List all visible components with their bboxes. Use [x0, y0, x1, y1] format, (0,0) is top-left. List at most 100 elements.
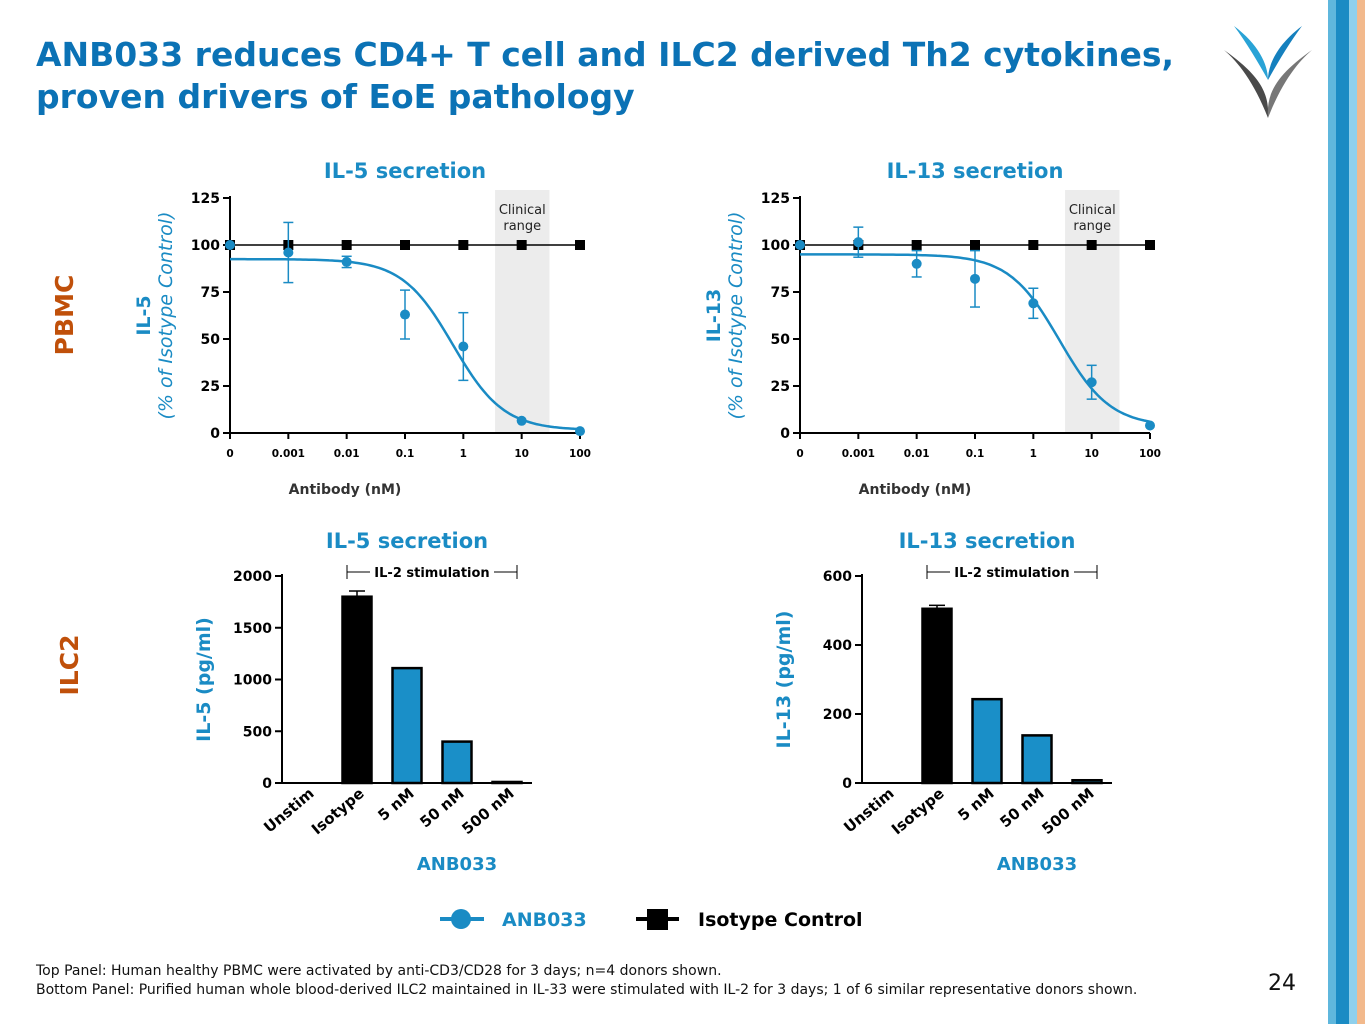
- chart2-bar-3: [441, 740, 473, 785]
- chart1-x-axis-label: Antibody (nM): [859, 482, 972, 498]
- chart0-clinical-range-band: [495, 190, 550, 433]
- chart0-y-tick-label: 0: [210, 426, 220, 442]
- chart2-bar-2: [391, 666, 423, 785]
- chart3-bar-2: [971, 697, 1003, 785]
- chart2-category-label: 500 nM: [458, 784, 517, 838]
- chart0-y-tick-label: 75: [201, 285, 220, 301]
- chart1-y-tick-label: 0: [780, 426, 790, 442]
- chart3-stim-label-bg: [950, 563, 1074, 581]
- chart2-bar-4: [491, 780, 523, 785]
- chart3-stim-label: IL-2 stimulation: [954, 566, 1069, 581]
- chart3-y-axis-label: IL-13 (pg/ml): [773, 611, 795, 749]
- chart0-anb033-point: [341, 256, 352, 267]
- chart1-x-tick-label: 0.1: [966, 448, 985, 460]
- legend-item-anb033: ANB033: [440, 909, 587, 931]
- chart1-clinical-label-1: Clinical: [1069, 203, 1116, 218]
- chart0-isotype-point: [575, 240, 585, 250]
- chart0-y-tick-label: 50: [201, 332, 221, 348]
- chart0-x-tick-label: 0.01: [334, 448, 360, 460]
- chart2-y-tick-label: 0: [262, 776, 272, 792]
- chart1-y-tick-label: 25: [771, 379, 790, 395]
- chart1-x-tick-label: 1: [1030, 448, 1037, 460]
- legend-label-isotype: Isotype Control: [698, 909, 863, 931]
- title-line-2: proven drivers of EoE pathology: [36, 77, 635, 116]
- chart0-x-tick-label: 1: [460, 448, 467, 460]
- chart0-isotype-point: [341, 240, 352, 250]
- chart1-clinical-label-2: range: [1073, 219, 1111, 234]
- chart0-clinical-label-2: range: [503, 219, 541, 234]
- chart3-y-tick-label: 200: [823, 707, 852, 723]
- chart3-category-label: Unstim: [840, 784, 897, 836]
- chart1-x-tick-label: 0: [796, 448, 803, 460]
- legend: ANB033 Isotype Control: [440, 909, 863, 931]
- chart0-x-tick-label: 10: [514, 448, 529, 460]
- chart1-y-tick-label: 100: [761, 238, 790, 254]
- chart0-x-tick-label: 0.1: [396, 448, 415, 460]
- chart-il5-pbmc: IL-5 secretion Clinical range 0 25 50 75 100 125…: [120, 150, 620, 510]
- company-logo-icon: [1224, 26, 1312, 118]
- row-label-ilc2: ILC2: [55, 634, 84, 696]
- chart1-y-tick-label: 75: [771, 285, 790, 301]
- chart1-anb033-point: [1145, 420, 1155, 431]
- legend-label-anb033: ANB033: [502, 909, 587, 931]
- chart1-isotype-point: [970, 240, 980, 250]
- chart2-title: IL-5 secretion: [326, 529, 488, 553]
- chart1-anb033-point: [1028, 298, 1039, 309]
- chart0-isotype-point: [458, 240, 469, 250]
- chart3-y-tick-label: 400: [823, 638, 852, 654]
- chart0-y-axis-sublabel: (% of Isotype Control): [155, 212, 177, 420]
- chart0-anb033-point: [575, 426, 585, 437]
- chart1-anb033-point: [853, 237, 864, 248]
- chart0-x-tick-label: 0.001: [272, 448, 305, 460]
- chart2-y-tick-label: 1500: [233, 621, 272, 637]
- chart1-title: IL-13 secretion: [887, 159, 1064, 183]
- chart3-y-tick-label: 0: [842, 776, 852, 792]
- page-title: ANB033 reduces CD4+ T cell and ILC2 deri…: [36, 34, 1236, 118]
- footnote-top: Top Panel: Human healthy PBMC were activ…: [36, 963, 722, 979]
- chart1-isotype-point: [1028, 240, 1039, 250]
- chart3-bar-1: [921, 607, 953, 785]
- chart0-isotype-point: [400, 240, 410, 250]
- chart-il13-pbmc: IL-13 secretion Clinical range 0 25 50 75 100 12…: [690, 150, 1190, 510]
- chart0-y-tick-label: 125: [191, 191, 220, 207]
- chart2-group-label: ANB033: [417, 854, 497, 875]
- chart3-group-label: ANB033: [997, 854, 1077, 875]
- chart3-category-label: 500 nM: [1038, 784, 1097, 838]
- chart-il13-ilc2: IL-13 secretion 0 200 400 600 IL-13 (pg/ml) Un…: [760, 520, 1160, 890]
- chart1-isotype-point: [1145, 240, 1155, 250]
- chart2-category-label: Isotype: [308, 784, 368, 838]
- chart0-y-axis-label: IL-5: [133, 295, 155, 335]
- chart1-x-tick-label: 0.001: [842, 448, 875, 460]
- chart3-category-label: 5 nM: [954, 784, 997, 824]
- legend-item-isotype: Isotype Control: [636, 909, 863, 931]
- chart0-x-tick-label: 0: [226, 448, 233, 460]
- chart2-y-axis-label: IL-5 (pg/ml): [193, 617, 215, 742]
- chart-il5-ilc2: IL-5 secretion 0 500 1000 1500 2000 IL-5 (pg/m…: [180, 520, 580, 890]
- row-label-pbmc: PBMC: [50, 274, 79, 356]
- chart2-stim-label: IL-2 stimulation: [374, 566, 489, 581]
- chart2-bar-1: [341, 595, 373, 785]
- chart3-category-label: Isotype: [888, 784, 948, 838]
- footnote-bottom: Bottom Panel: Purified human whole blood…: [36, 982, 1138, 998]
- chart0-anb033-point: [516, 415, 527, 426]
- page-number: 24: [1268, 971, 1296, 996]
- chart1-x-tick-label: 10: [1084, 448, 1099, 460]
- side-stripes: [1328, 0, 1365, 1024]
- chart1-x-tick-label: 100: [1139, 448, 1161, 460]
- chart1-y-axis-sublabel: (% of Isotype Control): [725, 212, 747, 420]
- chart0-clinical-label-1: Clinical: [499, 203, 546, 218]
- chart1-y-tick-label: 125: [761, 191, 790, 207]
- chart1-isotype-point: [911, 240, 922, 250]
- chart2-y-tick-label: 1000: [233, 673, 272, 689]
- chart0-x-axis-label: Antibody (nM): [289, 482, 402, 498]
- chart0-anb033-point: [225, 240, 235, 250]
- chart1-anb033-point: [970, 273, 980, 284]
- footnotes: Top Panel: Human healthy PBMC were activ…: [36, 962, 1137, 1000]
- chart1-x-tick-label: 0.01: [904, 448, 930, 460]
- chart2-category-label: 5 nM: [374, 784, 417, 824]
- chart3-bar-4: [1071, 778, 1103, 785]
- chart2-y-tick-label: 500: [243, 724, 272, 740]
- chart1-anb033-point: [795, 240, 805, 250]
- chart2-category-label: Unstim: [260, 784, 317, 836]
- chart0-isotype-point: [516, 240, 527, 250]
